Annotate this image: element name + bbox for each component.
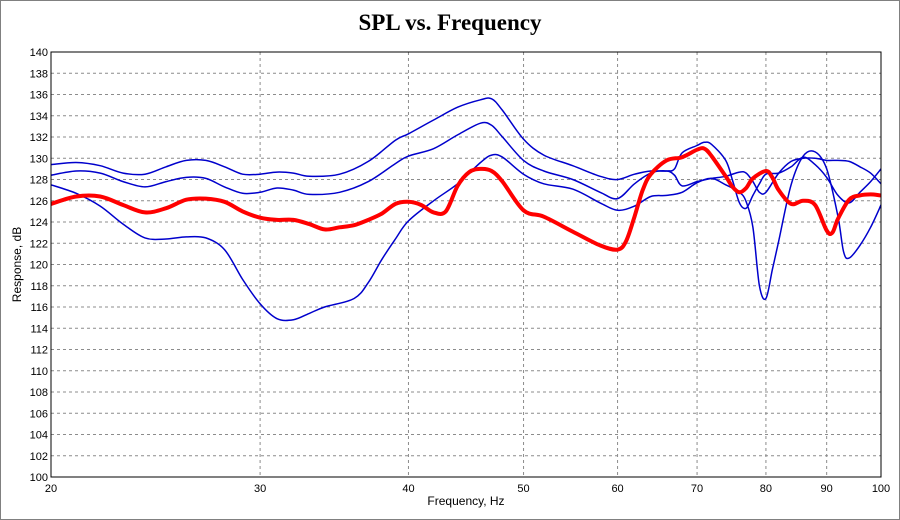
y-tick-label: 104 bbox=[30, 430, 48, 442]
series-line-blue-1 bbox=[51, 121, 881, 200]
y-tick-label: 136 bbox=[30, 90, 48, 102]
y-tick-label: 100 bbox=[30, 472, 48, 484]
y-tick-label: 116 bbox=[30, 302, 48, 314]
x-axis-label: Frequency, Hz bbox=[427, 494, 504, 508]
y-tick-label: 112 bbox=[30, 345, 48, 357]
y-tick-label: 102 bbox=[30, 451, 48, 463]
y-axis-label: Response, dB bbox=[10, 227, 24, 302]
y-tick-label: 140 bbox=[30, 47, 48, 59]
chart-title: SPL vs. Frequency bbox=[358, 10, 542, 35]
series-line-blue-3 bbox=[51, 150, 881, 322]
y-tick-label: 106 bbox=[30, 408, 48, 420]
series-line-red bbox=[51, 146, 881, 252]
x-tick-label: 100 bbox=[872, 483, 890, 495]
y-tick-label: 138 bbox=[30, 68, 48, 80]
tick-label-layer: 20 30 40 50 60 70 80 90 100 100 102 104 106 108 110 112… bbox=[30, 47, 891, 495]
series-layer bbox=[51, 97, 881, 322]
x-tick-label: 40 bbox=[402, 483, 414, 495]
y-tick-label: 120 bbox=[30, 260, 48, 272]
x-tick-label: 80 bbox=[760, 483, 772, 495]
y-tick-label: 134 bbox=[30, 111, 48, 123]
x-tick-label: 20 bbox=[45, 483, 57, 495]
y-tick-label: 128 bbox=[30, 175, 48, 187]
x-tick-label: 60 bbox=[611, 483, 623, 495]
x-tick-label: 30 bbox=[254, 483, 266, 495]
y-tick-label: 126 bbox=[30, 196, 48, 208]
y-tick-label: 130 bbox=[30, 153, 48, 165]
y-tick-label: 122 bbox=[30, 238, 48, 250]
series-line-blue-2 bbox=[51, 97, 881, 210]
x-tick-label: 50 bbox=[517, 483, 529, 495]
x-tick-label: 70 bbox=[691, 483, 703, 495]
grid-layer bbox=[51, 52, 881, 477]
y-tick-label: 132 bbox=[30, 132, 48, 144]
y-tick-label: 108 bbox=[30, 387, 48, 399]
y-tick-label: 118 bbox=[30, 281, 48, 293]
y-tick-label: 114 bbox=[30, 323, 48, 335]
y-tick-label: 124 bbox=[30, 217, 48, 229]
x-tick-label: 90 bbox=[821, 483, 833, 495]
plot-border bbox=[50, 51, 882, 478]
y-tick-label: 110 bbox=[30, 366, 48, 378]
